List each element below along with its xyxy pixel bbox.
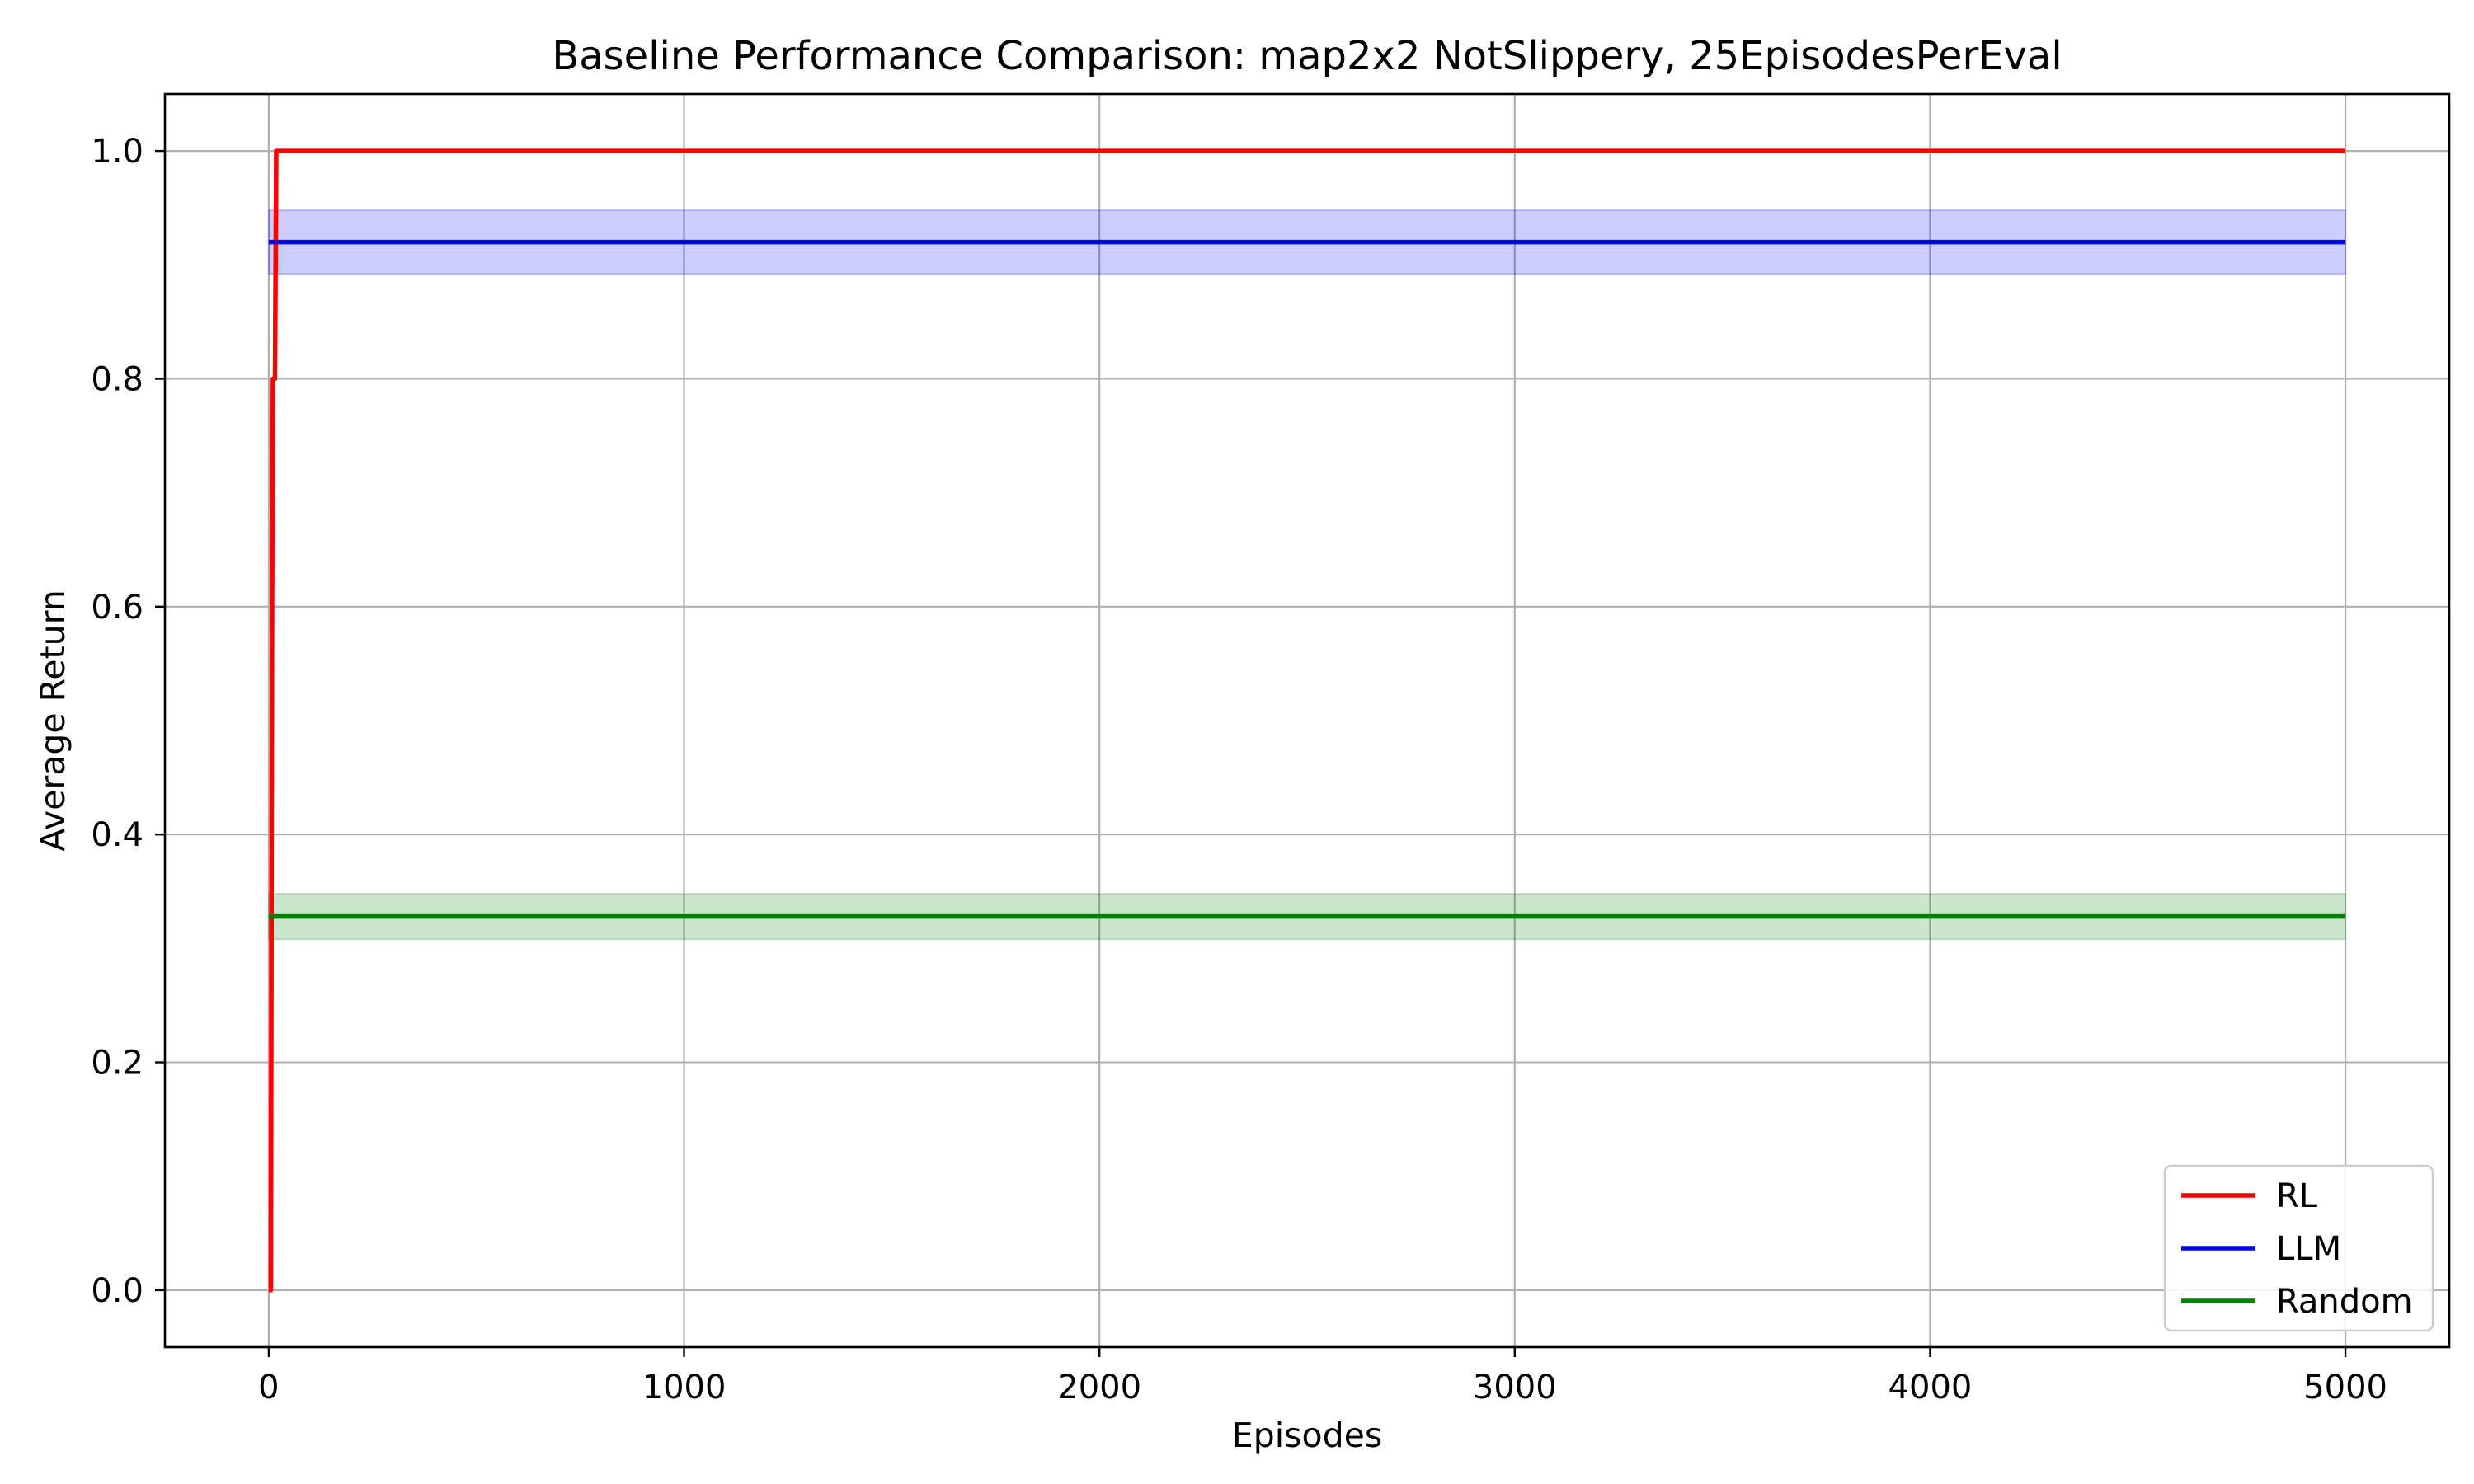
x-axis-label: Episodes	[1232, 1416, 1382, 1455]
chart-title: Baseline Performance Comparison: map2x2 …	[552, 33, 2062, 79]
x-tick-label-0: 0	[258, 1369, 279, 1407]
x-tick-label-3000: 3000	[1473, 1369, 1557, 1407]
series-line-rl	[268, 148, 2346, 1293]
y-tick-label-0-2: 0.2	[91, 1045, 143, 1082]
legend: RL LLM Random	[2163, 1164, 2434, 1332]
legend-label-rl: RL	[2276, 1177, 2318, 1215]
y-tick-label-0-0: 0.0	[91, 1272, 143, 1310]
tick-layer: 0 1000 2000 3000 4000 5000 0.0 0.2 0.4 0.6 0.8 1.0	[91, 133, 2387, 1407]
band-layer	[267, 209, 2347, 941]
x-tick-label-4000: 4000	[1888, 1369, 1973, 1407]
legend-box	[2163, 1164, 2434, 1332]
y-tick-label-0-6: 0.6	[91, 589, 143, 627]
y-tick-label-0-4: 0.4	[91, 816, 143, 854]
legend-label-llm: LLM	[2276, 1230, 2341, 1268]
y-axis-label: Average Return	[33, 589, 73, 851]
line-layer	[268, 148, 2346, 1293]
y-tick-label-1-0: 1.0	[91, 133, 143, 171]
y-tick-label-0-8: 0.8	[91, 360, 143, 398]
x-tick-label-2000: 2000	[1057, 1369, 1141, 1407]
grid-layer	[165, 94, 2449, 1347]
plot-frame	[163, 92, 2451, 1349]
legend-label-random: Random	[2276, 1283, 2413, 1321]
x-tick-label-1000: 1000	[642, 1369, 727, 1407]
x-tick-label-5000: 5000	[2303, 1369, 2387, 1407]
